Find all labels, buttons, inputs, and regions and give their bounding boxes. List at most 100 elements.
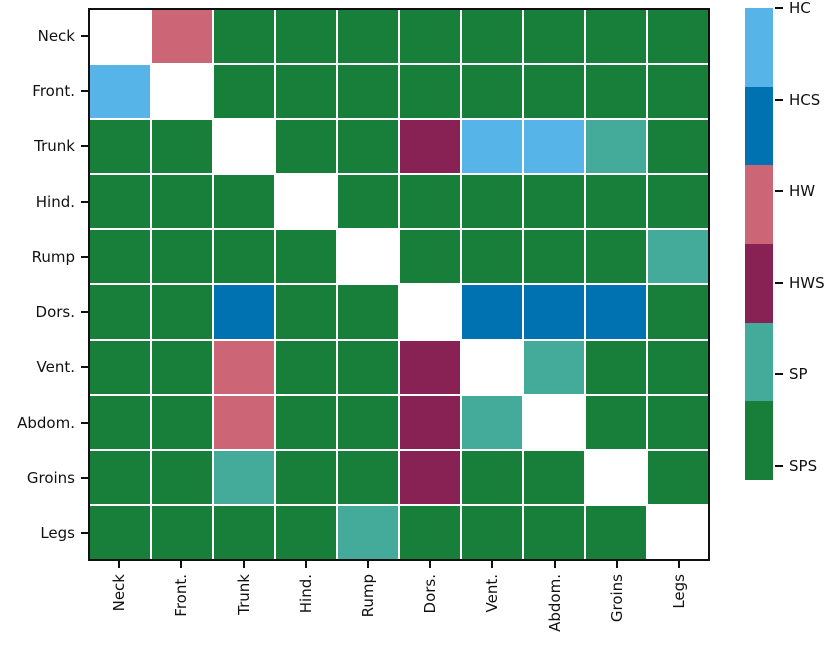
heatmap-cell xyxy=(462,285,522,339)
heatmap-cell xyxy=(524,505,584,559)
heatmap-plot-area xyxy=(88,8,710,561)
heatmap-cell xyxy=(400,10,460,64)
heatmap-cell xyxy=(586,175,646,229)
colorbar-tick-mark xyxy=(775,7,783,9)
y-tick-mark xyxy=(81,145,88,148)
colorbar-tick-mark xyxy=(775,373,783,376)
heatmap-cell xyxy=(338,65,398,119)
y-tick-mark xyxy=(81,366,88,369)
x-tick-mark xyxy=(615,561,618,568)
x-tick-mark xyxy=(304,561,307,568)
heatmap-cell xyxy=(338,285,398,339)
heatmap-cell xyxy=(586,450,646,504)
heatmap-cell xyxy=(648,175,708,229)
x-tick-mark xyxy=(429,561,432,568)
heatmap-cell xyxy=(400,340,460,394)
y-axis-tick-label: Neck xyxy=(37,26,75,45)
heatmap-cell xyxy=(276,175,336,229)
colorbar-tick-label: HW xyxy=(789,182,816,201)
heatmap-cell xyxy=(214,230,274,284)
y-tick-mark xyxy=(81,421,88,424)
heatmap-cell xyxy=(152,340,212,394)
heatmap-cell xyxy=(524,10,584,64)
x-tick-mark xyxy=(242,561,245,568)
x-tick-mark xyxy=(180,561,183,568)
heatmap-cell xyxy=(462,505,522,559)
heatmap-cell xyxy=(90,285,150,339)
x-axis-tick-label: Neck xyxy=(110,574,129,612)
heatmap-cell xyxy=(648,505,708,559)
heatmap-cell xyxy=(90,340,150,394)
heatmap-cell xyxy=(462,10,522,64)
colorbar-segment xyxy=(745,8,773,87)
heatmap-cell xyxy=(338,175,398,229)
colorbar-segment xyxy=(745,165,773,245)
y-tick-mark xyxy=(81,477,88,480)
heatmap-cell xyxy=(214,10,274,64)
colorbar-tick-mark xyxy=(775,190,783,193)
heatmap-cell xyxy=(400,120,460,174)
y-axis-tick-label: Legs xyxy=(40,524,75,543)
heatmap-cell xyxy=(524,395,584,449)
heatmap-cell xyxy=(400,65,460,119)
heatmap-cell xyxy=(586,285,646,339)
heatmap-cell xyxy=(338,505,398,559)
heatmap-cell xyxy=(524,120,584,174)
heatmap-cell xyxy=(214,395,274,449)
heatmap-cell xyxy=(586,505,646,559)
heatmap-cell xyxy=(524,175,584,229)
x-tick-mark xyxy=(366,561,369,568)
y-axis-tick-label: Rump xyxy=(31,247,75,266)
y-axis-tick-label: Hind. xyxy=(35,192,75,211)
y-axis-tick-label: Vent. xyxy=(36,358,75,377)
heatmap-cell xyxy=(648,120,708,174)
heatmap-cell xyxy=(338,120,398,174)
heatmap-cell xyxy=(338,10,398,64)
heatmap-cell xyxy=(90,505,150,559)
y-tick-mark xyxy=(81,255,88,258)
x-axis-tick-label: Vent. xyxy=(483,574,502,613)
heatmap-cell xyxy=(462,120,522,174)
heatmap-cell xyxy=(214,65,274,119)
y-tick-mark xyxy=(81,200,88,203)
heatmap-cell xyxy=(462,175,522,229)
heatmap-cell xyxy=(90,395,150,449)
colorbar-tick-label: HCS xyxy=(789,90,821,109)
heatmap-cell xyxy=(214,450,274,504)
heatmap-cell xyxy=(90,120,150,174)
colorbar-tick-label: HWS xyxy=(789,273,825,292)
heatmap-cell xyxy=(152,285,212,339)
x-axis: Neck Front. Trunk Hind. Rump Dors. Vent. Abdom.… xyxy=(88,561,710,645)
colorbar-tick-label: HC xyxy=(789,0,811,17)
colorbar-tick-label: SP xyxy=(789,365,808,384)
heatmap-cell xyxy=(400,505,460,559)
heatmap-cell xyxy=(400,395,460,449)
heatmap-cell xyxy=(648,340,708,394)
y-tick-mark xyxy=(81,34,88,37)
y-axis: Neck Front. Trunk Hind. Rump Dors. Vent. Abdom.… xyxy=(0,8,88,561)
heatmap-cell xyxy=(648,10,708,64)
colorbar-tick-mark xyxy=(775,464,783,467)
heatmap-cell xyxy=(586,340,646,394)
heatmap-cell xyxy=(648,450,708,504)
heatmap-cell xyxy=(276,10,336,64)
heatmap-cell xyxy=(214,340,274,394)
heatmap-cell xyxy=(462,340,522,394)
heatmap-cell xyxy=(586,65,646,119)
x-axis-tick-label: Legs xyxy=(669,574,688,609)
heatmap-cell xyxy=(152,230,212,284)
heatmap-cell xyxy=(586,10,646,64)
heatmap-cell xyxy=(90,230,150,284)
heatmap-cell xyxy=(214,285,274,339)
heatmap-cell xyxy=(338,395,398,449)
y-axis-tick-label: Abdom. xyxy=(17,413,75,432)
heatmap-cell xyxy=(214,505,274,559)
heatmap-cell xyxy=(214,120,274,174)
colorbar-tick-mark xyxy=(775,281,783,284)
heatmap-cell xyxy=(214,175,274,229)
x-tick-mark xyxy=(677,561,680,568)
heatmap-cell xyxy=(400,285,460,339)
heatmap-cell xyxy=(338,450,398,504)
heatmap-cell xyxy=(400,175,460,229)
x-axis-tick-label: Front. xyxy=(172,574,191,617)
